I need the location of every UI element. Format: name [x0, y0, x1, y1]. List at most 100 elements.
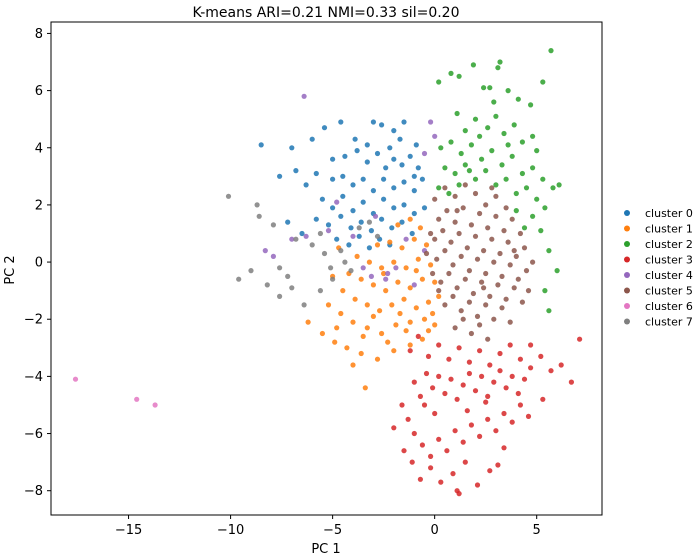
point-cluster-0 — [346, 242, 352, 248]
point-cluster-0 — [411, 173, 417, 179]
point-cluster-5 — [491, 316, 497, 322]
point-cluster-2 — [530, 133, 536, 139]
point-cluster-5 — [454, 285, 460, 291]
point-cluster-7 — [248, 268, 254, 274]
point-cluster-3 — [515, 390, 521, 397]
point-cluster-3 — [538, 353, 544, 359]
point-cluster-5 — [495, 282, 501, 288]
point-cluster-0 — [407, 153, 413, 159]
point-cluster-2 — [515, 96, 521, 102]
x-tick-label: −5 — [323, 523, 342, 538]
point-cluster-1 — [428, 262, 434, 268]
y-tick-label: −8 — [24, 484, 43, 499]
point-cluster-3 — [507, 342, 513, 348]
point-cluster-4 — [350, 233, 356, 239]
point-cluster-0 — [391, 185, 397, 191]
point-cluster-1 — [391, 348, 397, 354]
point-cluster-4 — [325, 228, 332, 234]
point-cluster-1 — [350, 362, 356, 368]
point-cluster-0 — [340, 173, 346, 179]
point-cluster-5 — [440, 228, 446, 234]
y-tick-label: 8 — [35, 27, 43, 42]
point-cluster-1 — [319, 330, 325, 337]
point-cluster-7 — [366, 219, 372, 225]
point-cluster-5 — [460, 316, 466, 322]
x-tick-label: −10 — [217, 523, 244, 538]
point-cluster-2 — [521, 225, 528, 231]
point-cluster-1 — [436, 293, 442, 299]
point-cluster-5 — [436, 288, 442, 294]
point-cluster-1 — [370, 282, 376, 288]
point-cluster-0 — [379, 122, 385, 128]
point-cluster-1 — [393, 322, 399, 328]
plot-frame — [50, 21, 603, 516]
point-cluster-2 — [501, 130, 507, 137]
point-cluster-5 — [462, 182, 468, 188]
point-cluster-1 — [423, 242, 430, 248]
point-cluster-5 — [479, 279, 485, 285]
point-cluster-1 — [432, 279, 438, 285]
point-cluster-5 — [505, 239, 511, 245]
point-cluster-5 — [493, 193, 499, 199]
point-cluster-2 — [470, 62, 476, 68]
point-cluster-3 — [477, 348, 483, 354]
point-cluster-2 — [483, 168, 489, 174]
point-cluster-3 — [497, 350, 503, 357]
point-cluster-4 — [428, 119, 434, 125]
point-cluster-7 — [330, 276, 336, 282]
point-cluster-5 — [481, 248, 487, 254]
point-cluster-0 — [391, 205, 397, 211]
point-cluster-3 — [454, 396, 460, 402]
y-axis-ticks: −8 −6 −4 −2 0 2 4 6 8 — [24, 27, 51, 499]
point-cluster-1 — [360, 333, 366, 339]
point-cluster-1 — [354, 253, 360, 259]
point-cluster-2 — [540, 79, 546, 85]
point-cluster-1 — [421, 316, 428, 322]
point-cluster-1 — [399, 245, 405, 251]
point-cluster-3 — [501, 445, 507, 451]
point-cluster-1 — [358, 350, 364, 357]
point-cluster-3 — [517, 356, 524, 362]
point-cluster-0 — [348, 225, 354, 231]
point-cluster-1 — [362, 385, 368, 391]
point-cluster-3 — [479, 373, 485, 379]
point-cluster-3 — [474, 482, 481, 488]
chart-title: K-means ARI=0.21 NMI=0.33 sil=0.20 — [192, 5, 459, 21]
point-cluster-3 — [528, 342, 534, 348]
point-cluster-5 — [466, 299, 472, 305]
point-cluster-1 — [407, 342, 413, 348]
point-cluster-2 — [462, 128, 468, 134]
point-cluster-2 — [499, 162, 505, 168]
point-cluster-5 — [458, 308, 464, 314]
point-cluster-5 — [513, 253, 519, 259]
point-cluster-5 — [474, 313, 481, 319]
point-cluster-7 — [225, 193, 232, 199]
legend-label: cluster 5 — [645, 285, 693, 298]
point-cluster-1 — [305, 319, 311, 325]
point-cluster-3 — [407, 348, 413, 354]
point-cluster-1 — [364, 325, 370, 331]
point-cluster-2 — [493, 182, 499, 188]
point-cluster-4 — [383, 276, 389, 282]
point-cluster-0 — [413, 142, 419, 148]
point-cluster-0 — [356, 233, 362, 239]
point-cluster-5 — [442, 248, 448, 254]
point-cluster-1 — [403, 328, 409, 334]
point-cluster-1 — [407, 216, 413, 222]
point-cluster-3 — [442, 390, 448, 397]
point-cluster-4 — [303, 233, 309, 239]
y-axis-label: PC 2 — [3, 255, 18, 284]
legend-marker — [624, 241, 630, 247]
point-cluster-2 — [497, 59, 503, 65]
point-cluster-5 — [464, 245, 470, 251]
point-cluster-1 — [364, 302, 370, 308]
point-cluster-5 — [525, 288, 532, 294]
point-cluster-5 — [481, 285, 487, 291]
point-cluster-5 — [501, 228, 507, 234]
point-cluster-2 — [495, 65, 501, 71]
point-cluster-1 — [407, 285, 413, 291]
point-cluster-1 — [340, 288, 346, 294]
legend-marker — [624, 318, 630, 325]
point-cluster-3 — [509, 419, 515, 425]
